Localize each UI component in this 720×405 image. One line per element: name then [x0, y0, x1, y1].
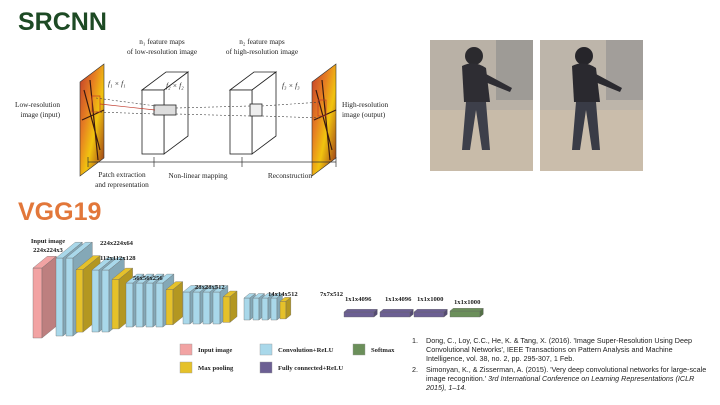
reference-venue: 3rd International Conference on Learning… — [426, 373, 695, 393]
reference-text: Dong, C., Loy, C.C., He, K. & Tang, X. (… — [426, 336, 692, 364]
reference-text: Simonyan, K., & Zisserman, A. (2015). 'V… — [426, 364, 707, 383]
stage1-label-line2: and representation — [95, 180, 149, 189]
references: 1. Dong, C., Loy, C.C., He, K. & Tang, X… — [412, 336, 712, 393]
size-label-5: 14x14x512 — [268, 291, 298, 298]
vgg-input-slab — [32, 255, 57, 339]
size-label-9: 1x1x1000 — [417, 296, 444, 303]
vgg-legend: Input image Convolution+ReLU Softmax Max… — [179, 343, 395, 374]
vgg-conv-layer — [261, 293, 274, 321]
size-label-1: 224x224x64 — [100, 240, 134, 247]
input-label-line2: image (input) — [20, 110, 60, 119]
legend-pool-label: Max pooling — [198, 365, 234, 372]
legend-swatch-fc — [259, 361, 273, 374]
stage2-label: Non-linear mapping — [169, 171, 228, 180]
legend-swatch-pool — [179, 361, 193, 374]
size-label-7: 1x1x4096 — [345, 296, 372, 303]
input-label-line1: Low-resolution — [15, 100, 60, 109]
legend-swatch-softmax — [352, 343, 366, 356]
vgg-softmax-layer — [449, 307, 484, 318]
photo-after — [540, 40, 643, 171]
legend-softmax-label: Softmax — [371, 347, 395, 354]
size-label-3: 56x56x256 — [133, 275, 163, 282]
photo-before — [430, 40, 533, 171]
size-label-8: 1x1x4096 — [385, 296, 412, 303]
reference-number: 1. — [412, 336, 418, 345]
legend-input-label: Input image — [198, 347, 232, 354]
stage-ruler — [87, 157, 337, 167]
patch-markers — [91, 95, 327, 117]
input-size-line2: 224x224x3 — [33, 247, 63, 254]
vgg-layers — [32, 241, 484, 339]
feature-maps-1 — [140, 71, 190, 155]
stage3-label: Reconstruction — [268, 171, 313, 180]
output-label-line1: High-resolution — [342, 100, 389, 109]
fm1-label-line1: n₁ feature maps — [139, 37, 185, 46]
vgg-fc-layer — [413, 308, 448, 318]
legend-swatch-input — [179, 343, 193, 356]
vgg-fc-layer — [343, 308, 378, 318]
fm2-label-line2: of high-resolution image — [226, 47, 298, 56]
vgg-pool-layer — [222, 290, 238, 323]
kernel1-label: f₁ × f₁ — [108, 79, 126, 88]
reference-2: 2. Simonyan, K., & Zisserman, A. (2015).… — [412, 365, 712, 393]
feature-maps-2 — [228, 71, 278, 155]
srcnn-title: SRCNN — [18, 8, 107, 36]
fm1-label-line2: of low-resolution image — [127, 47, 197, 56]
input-image — [79, 63, 105, 177]
vgg-conv-layer — [270, 293, 283, 321]
legend-fc-label: Fully connected+ReLU — [278, 365, 343, 372]
vgg-fc-layer — [379, 308, 414, 318]
vgg-pool-layer — [165, 281, 184, 326]
output-label-line2: image (output) — [342, 110, 386, 119]
kernel3-label: f₃ × f₃ — [282, 81, 300, 90]
legend-swatch-conv — [259, 343, 273, 356]
size-label-10: 1x1x1000 — [454, 299, 481, 306]
kernel2-label: f₂ × f₂ — [166, 81, 184, 90]
projection-lines — [95, 97, 323, 119]
reference-number: 2. — [412, 364, 418, 374]
vgg-pool-layer — [279, 296, 292, 320]
size-label-4: 28x28x512 — [195, 284, 225, 291]
fm2-label-line1: n₂ feature maps — [239, 37, 285, 46]
size-label-2: 112x112x128 — [100, 255, 136, 262]
input-size-line1: Input image — [31, 238, 65, 245]
reference-1: 1. Dong, C., Loy, C.C., He, K. & Tang, X… — [412, 336, 712, 364]
size-label-6: 7x7x512 — [320, 291, 344, 298]
legend-conv-label: Convolution+ReLU — [278, 347, 334, 354]
vgg19-title: VGG19 — [18, 198, 102, 226]
stage1-label-line1: Patch extraction — [98, 170, 146, 179]
